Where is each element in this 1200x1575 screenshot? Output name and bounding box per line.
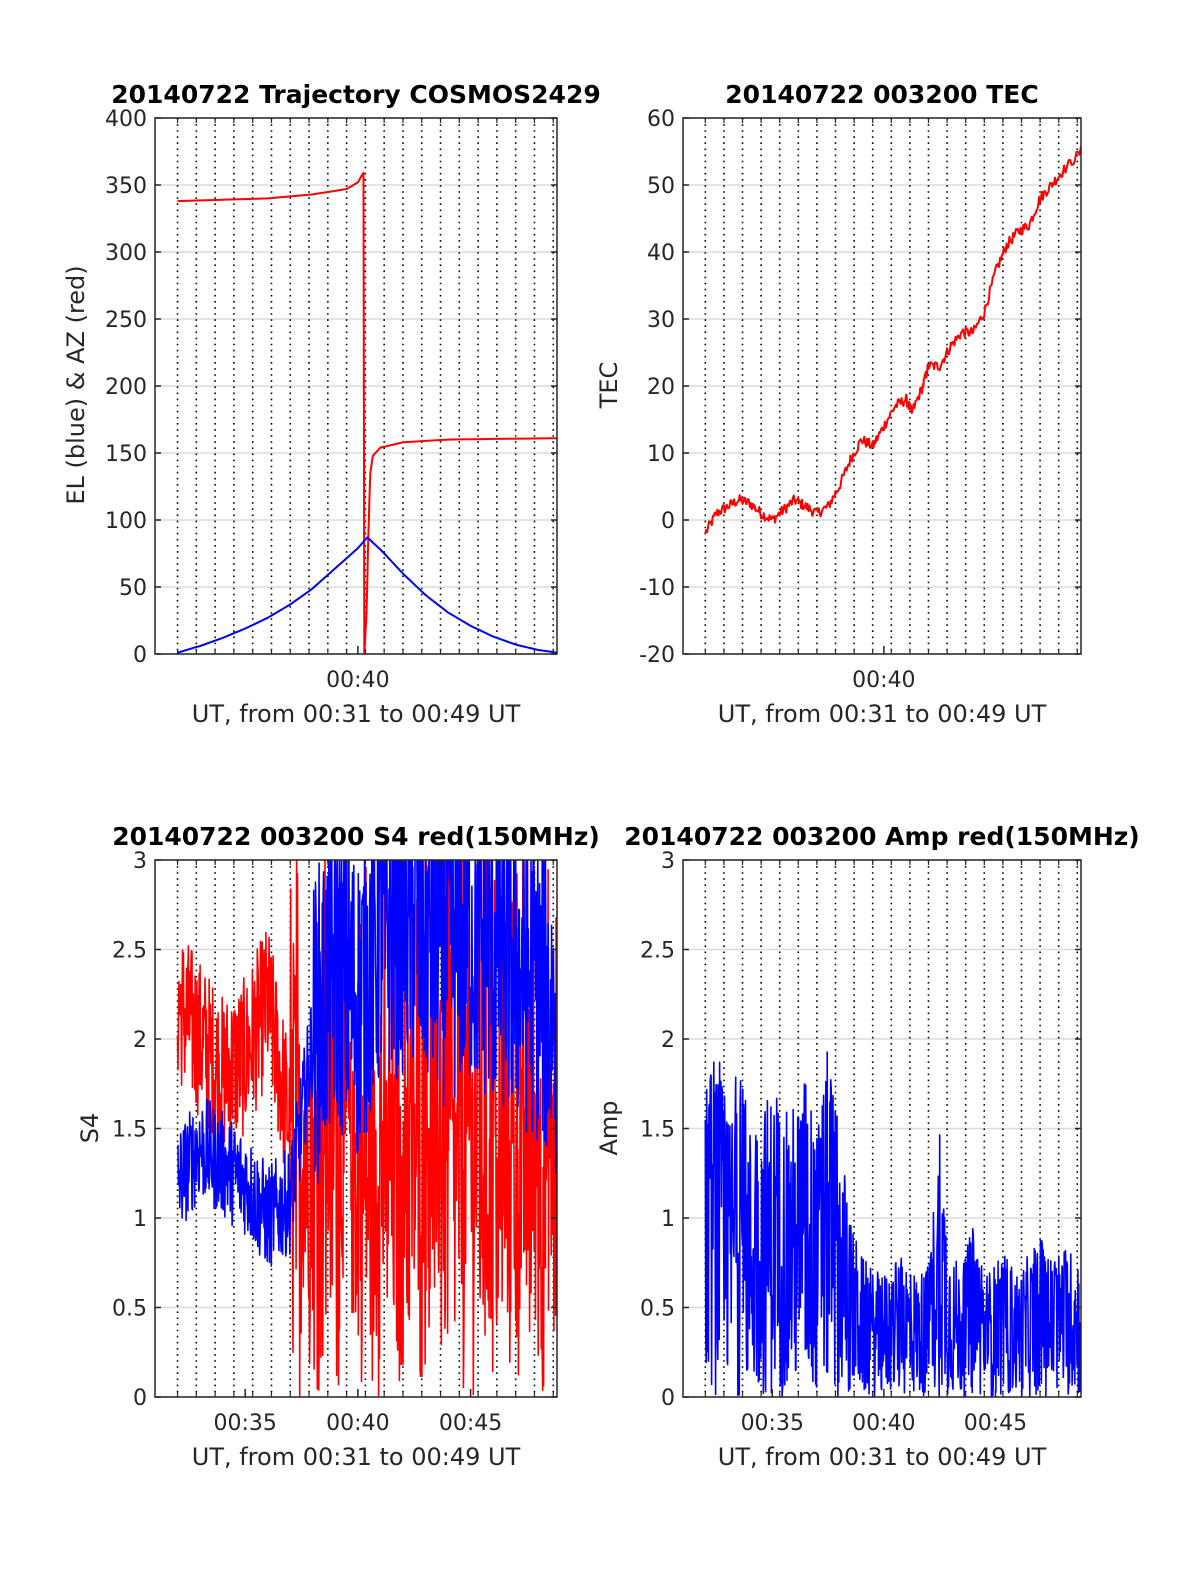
- y-tick-label: 350: [105, 174, 147, 199]
- panel-tec-xlabel: UT, from 00:31 to 00:49 UT: [718, 700, 1047, 728]
- y-tick-label: 1.5: [640, 1118, 675, 1143]
- panel-tec-ylabel: TEC: [595, 362, 623, 410]
- x-tick-label: 00:45: [439, 1411, 502, 1436]
- panel-tec: 20140722 003200 TEC -20 -10 0 10 20 30 40 50 60 0…: [595, 80, 1082, 728]
- x-tick-label: 00:35: [741, 1411, 804, 1436]
- y-tick-label: 60: [647, 107, 675, 132]
- series-line: [704, 146, 1081, 534]
- y-tick-label: 0.5: [640, 1297, 675, 1322]
- y-tick-label: 0.5: [112, 1297, 147, 1322]
- panel-amp: 20140722 003200 Amp red(150MHz) 0 0.5 1 1.5…: [595, 822, 1140, 1471]
- panel-trajectory-ylabel: EL (blue) & AZ (red): [62, 265, 90, 504]
- y-tick-label: 1: [133, 1207, 147, 1232]
- y-tick-label: 50: [119, 576, 147, 601]
- series-line: [177, 536, 557, 654]
- series-line: [704, 1051, 1081, 1397]
- x-tick-label: 00:40: [326, 1411, 389, 1436]
- series-line: [176, 860, 557, 1267]
- x-tick-label: 00:40: [326, 668, 389, 693]
- y-tick-label: 300: [105, 241, 147, 266]
- panel-tec-plot: -20 -10 0 10 20 30 40 50 60 00:40: [639, 107, 1082, 693]
- y-tick-label: 20: [647, 375, 675, 400]
- y-tick-label: 3: [661, 849, 675, 874]
- y-tick-label: 2.5: [112, 939, 147, 964]
- panel-s4-ylabel: S4: [76, 1113, 104, 1144]
- panel-trajectory-plot: 0 50 100 150 200 250 300 350 400 00:40: [105, 107, 558, 693]
- panel-s4-plot: 0 0.5 1 1.5 2 2.5 3 00:35 00:40 00:45: [112, 849, 558, 1436]
- panel-trajectory-xlabel: UT, from 00:31 to 00:49 UT: [192, 700, 521, 728]
- y-tick-label: 10: [647, 442, 675, 467]
- panel-s4: 20140722 003200 S4 red(150MHz) 0 0.5 1 1.5 2…: [76, 822, 600, 1471]
- panel-amp-ylabel: Amp: [595, 1100, 623, 1155]
- y-tick-label: 2.5: [640, 939, 675, 964]
- y-tick-label: 0: [133, 1386, 147, 1411]
- y-tick-label: -10: [639, 576, 675, 601]
- y-tick-label: 0: [661, 1386, 675, 1411]
- panel-tec-title: 20140722 003200 TEC: [725, 80, 1038, 109]
- y-tick-label: 2: [133, 1028, 147, 1053]
- x-tick-label: 00:40: [852, 668, 915, 693]
- y-tick-label: 200: [105, 375, 147, 400]
- y-tick-label: 150: [105, 442, 147, 467]
- y-tick-label: 50: [647, 174, 675, 199]
- y-tick-label: 2: [661, 1028, 675, 1053]
- y-tick-label: 40: [647, 241, 675, 266]
- y-tick-label: 3: [133, 849, 147, 874]
- panel-trajectory-title: 20140722 Trajectory COSMOS2429: [111, 80, 601, 109]
- panel-s4-title: 20140722 003200 S4 red(150MHz): [112, 822, 600, 851]
- y-tick-label: 100: [105, 509, 147, 534]
- y-tick-label: 0: [133, 643, 147, 668]
- panel-amp-xlabel: UT, from 00:31 to 00:49 UT: [718, 1443, 1047, 1471]
- y-tick-label: 1: [661, 1207, 675, 1232]
- x-tick-label: 00:40: [852, 1411, 915, 1436]
- x-tick-label: 00:45: [964, 1411, 1027, 1436]
- panel-amp-plot: 0 0.5 1 1.5 2 2.5 3 00:35 00:40 00:45: [640, 849, 1082, 1436]
- y-tick-label: 30: [647, 308, 675, 333]
- y-tick-label: -20: [639, 643, 675, 668]
- x-tick-label: 00:35: [213, 1411, 276, 1436]
- panel-amp-title: 20140722 003200 Amp red(150MHz): [624, 822, 1140, 851]
- series-line: [177, 171, 557, 654]
- y-tick-label: 400: [105, 107, 147, 132]
- panel-trajectory: 20140722 Trajectory COSMOS2429 0 50 100 150…: [62, 80, 601, 728]
- y-tick-label: 250: [105, 308, 147, 333]
- y-tick-label: 0: [661, 509, 675, 534]
- y-tick-label: 1.5: [112, 1118, 147, 1143]
- panel-s4-xlabel: UT, from 00:31 to 00:49 UT: [192, 1443, 521, 1471]
